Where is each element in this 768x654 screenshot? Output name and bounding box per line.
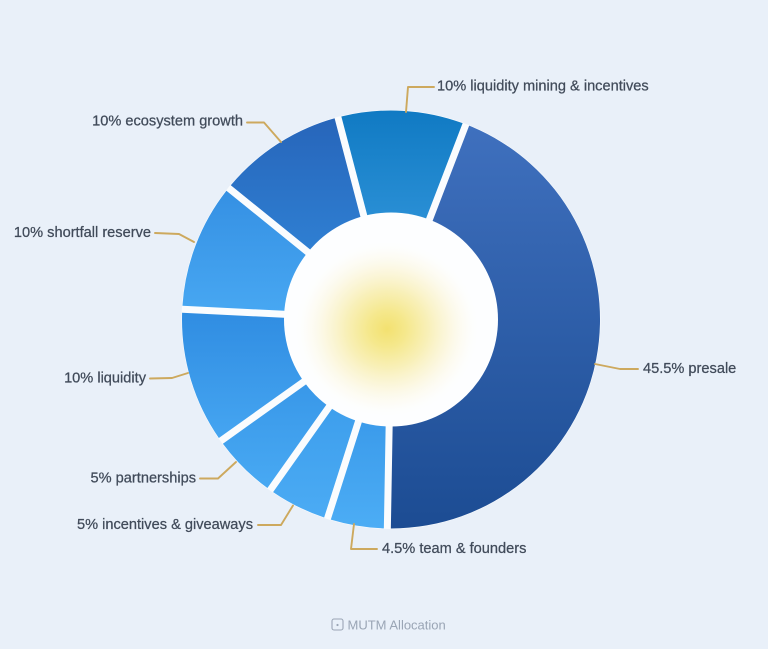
svg-text:10% shortfall reserve: 10% shortfall reserve [14, 225, 151, 241]
svg-text:10% ecosystem growth: 10% ecosystem growth [92, 114, 243, 130]
svg-text:4.5% team & founders: 4.5% team & founders [382, 541, 526, 557]
svg-text:5% partnerships: 5% partnerships [91, 471, 196, 487]
svg-text:MUTM Allocation: MUTM Allocation [348, 618, 446, 633]
svg-text:45.5% presale: 45.5% presale [643, 361, 736, 377]
svg-text:5% incentives & giveaways: 5% incentives & giveaways [77, 517, 253, 533]
svg-text:10% liquidity mining & incenti: 10% liquidity mining & incentives [437, 79, 649, 95]
svg-text:10% liquidity: 10% liquidity [64, 371, 147, 387]
